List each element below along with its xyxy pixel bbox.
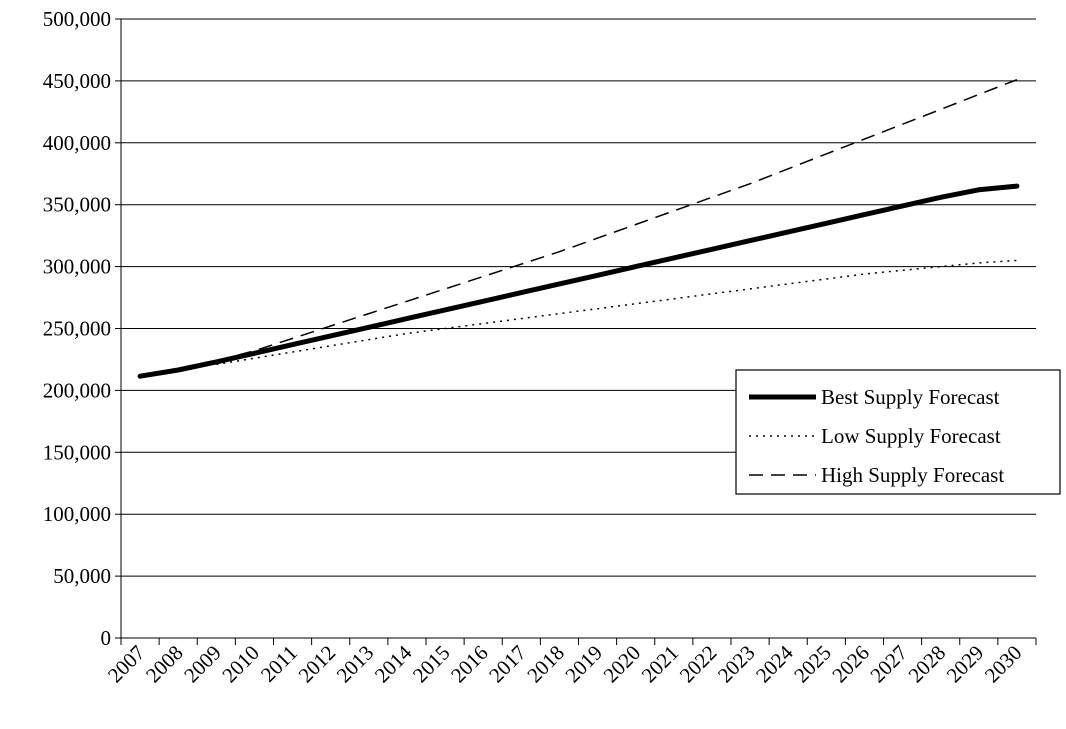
series-line-low-supply-forecast <box>216 259 1017 366</box>
x-tick-label: 2026 <box>827 641 874 688</box>
x-tick-label: 2016 <box>446 641 493 688</box>
y-tick-label: 300,000 <box>43 255 111 279</box>
x-tick-label: 2017 <box>484 641 531 688</box>
x-tick-label: 2015 <box>408 641 455 688</box>
x-tick-label: 2022 <box>675 641 722 688</box>
y-axis: 0 50,000 100,000 150,000 200,000 250,000 300,0… <box>43 7 122 650</box>
x-tick-label: 2010 <box>217 641 264 688</box>
x-tick-label: 2025 <box>789 641 836 688</box>
x-tick-label: 2014 <box>370 640 417 687</box>
x-tick-label: 2020 <box>599 641 646 688</box>
legend-label: Low Supply Forecast <box>821 424 1001 448</box>
x-tick-label: 2030 <box>980 641 1027 688</box>
legend-box <box>735 369 1061 495</box>
y-tick-label: 50,000 <box>53 564 111 588</box>
y-tick-label: 500,000 <box>43 7 111 31</box>
x-tick-label: 2028 <box>904 641 951 688</box>
x-tick-label: 2008 <box>141 641 188 688</box>
x-tick-label: 2011 <box>256 641 302 687</box>
y-tick-label: 0 <box>101 626 112 650</box>
y-tick-label: 350,000 <box>43 193 111 217</box>
x-axis: 2007200820092010201120122013201420152016… <box>103 637 1037 688</box>
x-tick-label: 2019 <box>560 641 607 688</box>
x-tick-label: 2021 <box>637 641 684 688</box>
x-tick-label: 2029 <box>942 641 989 688</box>
y-tick-label: 100,000 <box>43 502 111 526</box>
y-tick-label: 450,000 <box>43 69 111 93</box>
legend-label: Best Supply Forecast <box>821 385 1000 409</box>
gridlines <box>121 18 1036 577</box>
x-tick-label: 2012 <box>294 641 341 688</box>
y-tick-label: 400,000 <box>43 131 111 155</box>
y-tick-label: 200,000 <box>43 378 111 402</box>
series-line-high-supply-forecast <box>216 79 1018 362</box>
x-tick-label: 2018 <box>522 641 569 688</box>
legend-label: High Supply Forecast <box>821 463 1004 487</box>
x-tick-label: 2009 <box>179 641 226 688</box>
x-tick-label: 2024 <box>751 640 798 687</box>
x-tick-label: 2027 <box>865 641 912 688</box>
x-tick-label: 2013 <box>332 641 379 688</box>
x-tick-label: 2023 <box>713 641 760 688</box>
series-lines <box>137 79 1020 379</box>
y-tick-label: 250,000 <box>43 317 111 341</box>
y-tick-label: 150,000 <box>43 440 111 464</box>
series-line-best-supply-forecast <box>137 183 1020 379</box>
legend: Best Supply Forecast Low Supply Forecast H… <box>735 369 1061 495</box>
